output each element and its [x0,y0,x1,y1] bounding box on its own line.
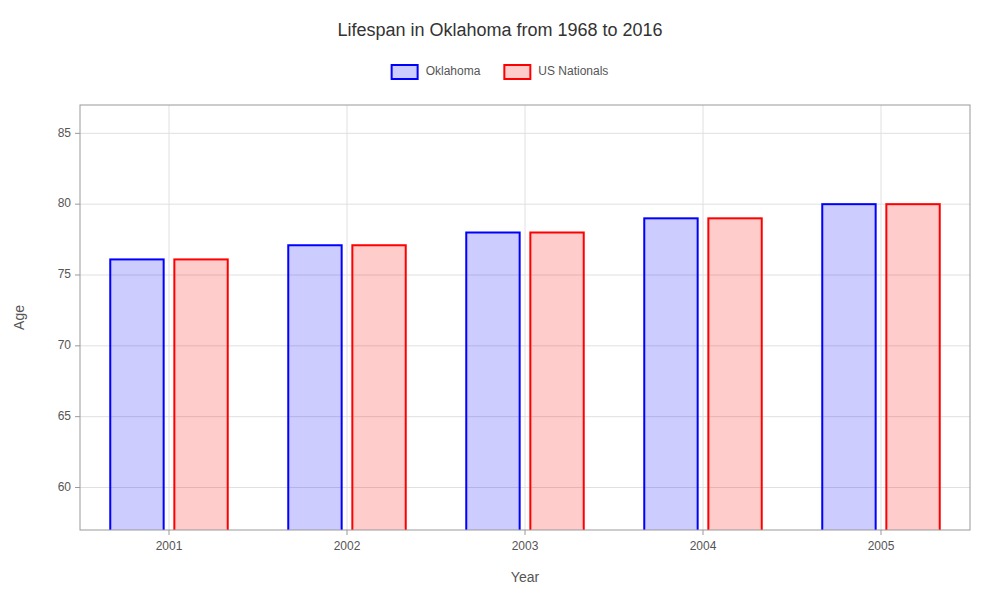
x-axis: 2001 2002 2003 2004 2005 [156,530,895,553]
x-tick-label: 2001 [156,539,183,553]
bar [466,233,519,531]
x-tick [525,530,526,535]
legend-label: US Nationals [538,64,608,78]
y-tick [75,345,80,346]
chart: 60 65 70 75 80 85 2001 2002 2003 2004 2005 Year Age L… [0,0,1000,600]
legend-label: Oklahoma [426,64,481,78]
bar [174,259,227,530]
x-grid-line [881,105,882,530]
y-tick-label: 85 [58,126,72,140]
x-grid-line [703,105,704,530]
y-axis: 60 65 70 75 80 85 [58,126,80,494]
legend-item: Oklahoma [392,64,481,79]
bar [110,259,163,530]
x-tick [881,530,882,535]
x-tick [169,530,170,535]
bar [886,204,939,530]
y-tick-label: 75 [58,267,72,281]
y-tick [75,487,80,488]
legend-swatch [392,65,418,79]
y-axis-label: Age [11,305,27,330]
bar [530,233,583,531]
y-tick [75,416,80,417]
bar [288,245,341,530]
x-tick-label: 2004 [690,539,717,553]
x-grid-line [347,105,348,530]
y-tick-label: 70 [58,338,72,352]
legend: Oklahoma US Nationals [392,64,609,79]
legend-swatch [504,65,530,79]
x-tick-label: 2003 [512,539,539,553]
bar [822,204,875,530]
x-tick [347,530,348,535]
y-tick-label: 60 [58,480,72,494]
x-tick-label: 2005 [868,539,895,553]
x-axis-label: Year [511,569,540,585]
bar [644,218,697,530]
chart-container: 60 65 70 75 80 85 2001 2002 2003 2004 2005 Year Age L… [0,0,1000,600]
y-tick-label: 65 [58,409,72,423]
y-tick-label: 80 [58,196,72,210]
legend-item: US Nationals [504,64,608,79]
x-grid-line [169,105,170,530]
x-tick [703,530,704,535]
y-tick [75,204,80,205]
plot-frame [80,105,970,530]
y-tick [75,275,80,276]
bars [110,204,939,530]
title: Lifespan in Oklahoma from 1968 to 2016 [337,20,662,40]
y-tick [75,133,80,134]
x-grid-line [525,105,526,530]
bar [708,218,761,530]
x-tick-label: 2002 [334,539,361,553]
bar [352,245,405,530]
